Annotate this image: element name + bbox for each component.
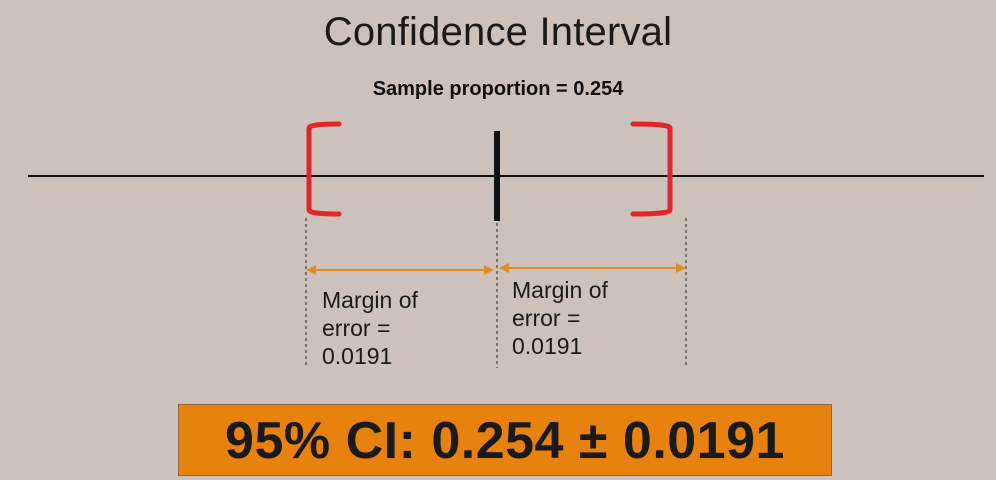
ci-result-box: 95% CI: 0.254 ± 0.0191: [178, 404, 832, 476]
right-arrowhead-right: [676, 263, 686, 273]
ci-result-text: 95% CI: 0.254 ± 0.0191: [225, 412, 785, 470]
left-margin-line2: error =: [322, 315, 391, 341]
right-margin-line1: Margin of: [512, 277, 608, 303]
left-margin-line3: 0.0191: [322, 343, 393, 369]
left-margin-line1: Margin of: [322, 287, 418, 313]
left-margin-label: Margin of error = 0.0191: [322, 286, 487, 370]
right-bracket: [630, 121, 673, 217]
right-margin-line2: error =: [512, 305, 581, 331]
right-margin-label: Margin of error = 0.0191: [512, 276, 677, 360]
right-arrowhead-left: [499, 263, 509, 273]
left-arrowhead-right: [484, 265, 494, 275]
left-bracket: [306, 121, 342, 217]
left-arrowhead-left: [306, 265, 316, 275]
right-margin-line3: 0.0191: [512, 333, 583, 359]
sample-proportion-label: Sample proportion = 0.254: [372, 78, 624, 100]
slide-title: Confidence Interval: [323, 10, 673, 54]
